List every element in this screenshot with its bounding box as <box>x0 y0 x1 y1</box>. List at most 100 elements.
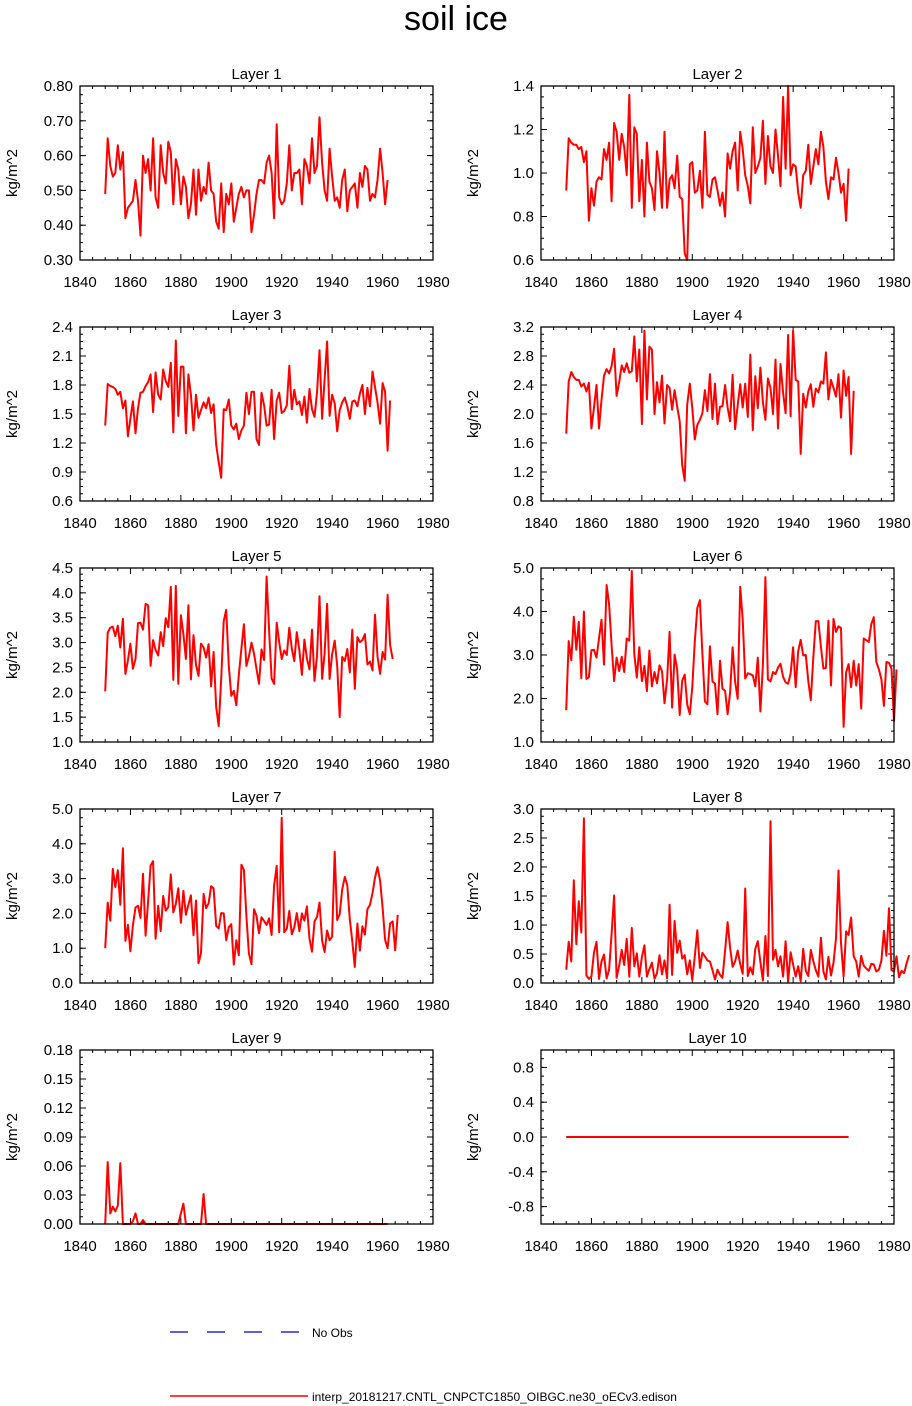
series-line-8 <box>565 817 911 983</box>
panel-layer-7: Layer 7 kg/m^2 1840 1860 1880 1900 1920 1940 196… <box>4 789 450 1014</box>
y-tick-label: -0.8 <box>508 1199 534 1216</box>
y-tick-label: 4.0 <box>513 604 534 621</box>
x-tick-label: 1840 <box>524 997 557 1014</box>
legend-run-label: interp_20181217.CNTL_CNPCTC1850_OIBGC.ne… <box>312 1390 677 1404</box>
y-tick-label: 0.50 <box>44 182 73 199</box>
y-tick-label: 1.5 <box>52 406 73 423</box>
panel-layer-8: Layer 8 kg/m^2 1840 1860 1880 1900 1920 1940 196… <box>465 789 911 1014</box>
y-tick-label: 0.4 <box>513 1094 534 1111</box>
x-tick-label: 1960 <box>827 997 860 1014</box>
x-tick-label: 1860 <box>114 515 147 532</box>
y-tick-label: 3.0 <box>513 801 534 818</box>
y-tick-label: 0.06 <box>44 1158 73 1175</box>
panel-layer-2: Layer 2 kg/m^2 1840 1860 1880 1900 1920 1940 196… <box>465 66 911 291</box>
y-tick-label: 1.0 <box>513 734 534 751</box>
x-tick-label: 1840 <box>63 274 96 291</box>
y-tick-label: 3.5 <box>52 610 73 627</box>
x-tick-label: 1860 <box>575 756 608 773</box>
y-tick-label: 0.5 <box>513 946 534 963</box>
y-tick-label: 2.5 <box>52 659 73 676</box>
y-tick-label: 3.0 <box>513 647 534 664</box>
y-tick-label: 0.0 <box>513 1129 534 1146</box>
x-tick-label: 1860 <box>575 997 608 1014</box>
panel-title: Layer 4 <box>692 307 742 324</box>
y-axis-label: kg/m^2 <box>465 631 482 679</box>
panel-layer-6: Layer 6 kg/m^2 1840 1860 1880 1900 1920 1940 196… <box>465 548 911 773</box>
y-tick-label: 0.6 <box>513 252 534 269</box>
x-tick-label: 1840 <box>524 274 557 291</box>
x-tick-label: 1940 <box>776 515 809 532</box>
x-tick-label: 1900 <box>676 1238 709 1255</box>
plot-frame <box>79 808 434 984</box>
x-tick-label: 1860 <box>114 274 147 291</box>
plot-frame <box>540 326 895 502</box>
y-tick-label: 2.5 <box>513 830 534 847</box>
plot-frame <box>540 567 895 743</box>
y-tick-label: 1.0 <box>513 165 534 182</box>
x-tick-label: 1880 <box>164 274 197 291</box>
x-tick-label: 1960 <box>827 1238 860 1255</box>
plot-frame <box>540 85 895 261</box>
series-line-7 <box>104 816 399 968</box>
x-tick-label: 1900 <box>215 274 248 291</box>
x-tick-label: 1900 <box>676 997 709 1014</box>
x-tick-label: 1840 <box>63 756 96 773</box>
legend-group: No Obs interp_20181217.CNTL_CNPCTC1850_O… <box>170 1326 677 1404</box>
x-tick-label: 1920 <box>265 756 298 773</box>
plot-frame <box>79 85 434 261</box>
x-tick-label: 1880 <box>625 756 658 773</box>
x-tick-label: 1980 <box>877 515 910 532</box>
x-tick-label: 1960 <box>366 274 399 291</box>
x-tick-label: 1900 <box>215 997 248 1014</box>
x-tick-label: 1960 <box>366 756 399 773</box>
series-line-3 <box>104 339 392 479</box>
x-tick-label: 1980 <box>416 997 449 1014</box>
y-tick-label: 0.70 <box>44 113 73 130</box>
panel-title: Layer 7 <box>231 789 281 806</box>
x-tick-label: 1980 <box>416 274 449 291</box>
y-tick-label: 0.0 <box>52 975 73 992</box>
y-tick-label: 0.15 <box>44 1071 73 1088</box>
y-axis-label: kg/m^2 <box>4 631 21 679</box>
x-tick-label: 1960 <box>366 515 399 532</box>
x-tick-label: 1920 <box>265 274 298 291</box>
x-tick-label: 1920 <box>726 515 759 532</box>
x-tick-label: 1860 <box>114 756 147 773</box>
y-tick-label: 3.2 <box>513 319 534 336</box>
y-tick-label: 2.4 <box>513 377 534 394</box>
y-axis-label: kg/m^2 <box>4 149 21 197</box>
y-tick-label: 0.00 <box>44 1216 73 1233</box>
panel-title: Layer 3 <box>231 307 281 324</box>
y-tick-label: 0.60 <box>44 148 73 165</box>
y-tick-label: 1.2 <box>52 435 73 452</box>
panel-title: Layer 9 <box>231 1030 281 1047</box>
x-tick-label: 1940 <box>776 997 809 1014</box>
x-tick-label: 1960 <box>827 274 860 291</box>
x-tick-label: 1960 <box>827 515 860 532</box>
y-tick-label: 4.0 <box>52 836 73 853</box>
x-tick-label: 1980 <box>416 756 449 773</box>
y-tick-label: 0.8 <box>513 1059 534 1076</box>
y-tick-label: 2.1 <box>52 348 73 365</box>
x-tick-label: 1960 <box>827 756 860 773</box>
x-tick-label: 1900 <box>676 274 709 291</box>
y-tick-label: 1.2 <box>513 464 534 481</box>
y-axis-label: kg/m^2 <box>4 390 21 438</box>
plot-frame <box>79 326 434 502</box>
x-tick-label: 1860 <box>575 274 608 291</box>
y-tick-label: 1.4 <box>513 78 534 95</box>
y-tick-label: 5.0 <box>52 801 73 818</box>
panel-layer-10: Layer 10 kg/m^2 1840 1860 1880 1900 1920 1940 19… <box>465 1030 911 1255</box>
panel-title: Layer 6 <box>692 548 742 565</box>
y-axis-label: kg/m^2 <box>4 872 21 920</box>
x-tick-label: 1880 <box>625 997 658 1014</box>
y-tick-label: 0.8 <box>513 209 534 226</box>
x-tick-label: 1940 <box>315 274 348 291</box>
y-tick-label: 1.6 <box>513 435 534 452</box>
y-tick-label: 1.2 <box>513 122 534 139</box>
x-tick-label: 1940 <box>315 515 348 532</box>
y-tick-label: 1.0 <box>52 734 73 751</box>
x-tick-label: 1900 <box>676 515 709 532</box>
y-tick-label: 0.09 <box>44 1129 73 1146</box>
x-tick-label: 1840 <box>524 1238 557 1255</box>
